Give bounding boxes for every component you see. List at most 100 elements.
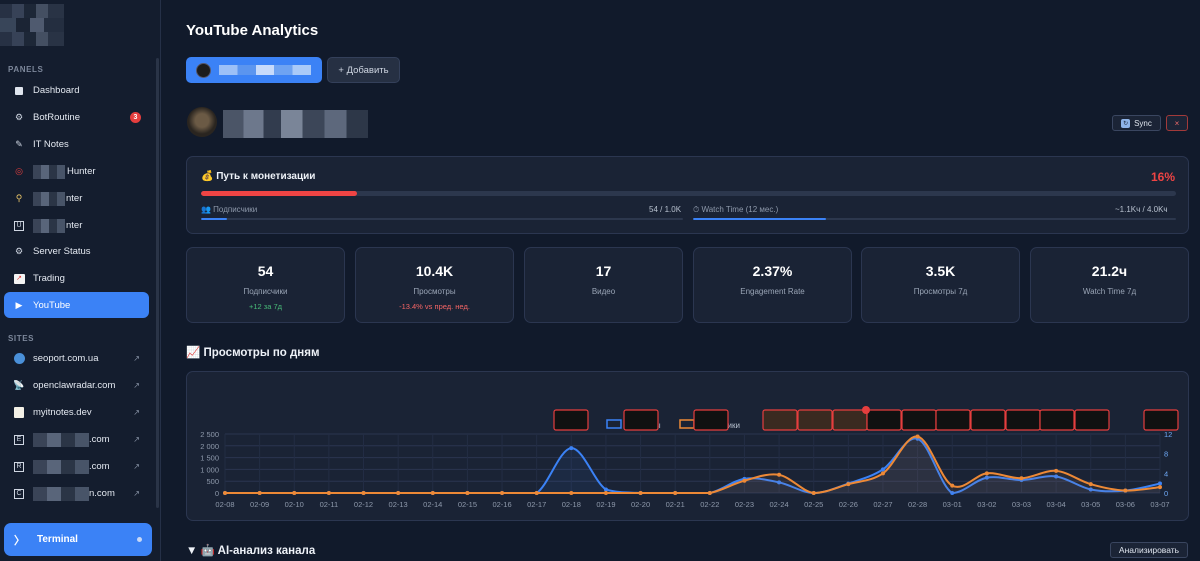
x-tick-label: 03-03 xyxy=(1012,500,1031,509)
add-channel-button[interactable]: + Добавить xyxy=(327,57,400,83)
sidebar-scrollbar[interactable] xyxy=(156,58,159,508)
channel-tab[interactable] xyxy=(186,57,322,83)
stat-label: Видео xyxy=(591,287,616,296)
channel-tab-avatar xyxy=(196,62,211,78)
site-item-myitnotes[interactable]: myitnotes.dev ↗ xyxy=(4,400,149,425)
watch-time-progress-fill xyxy=(693,218,826,220)
stat-value: 10.4K xyxy=(415,263,454,279)
watch-time-value: ~1.1Kч / 4.0Kч xyxy=(1115,205,1168,214)
sidebar-item-trading[interactable]: ↗ Trading xyxy=(4,266,149,291)
video-thumbnail-marker xyxy=(762,409,798,431)
channel-avatar xyxy=(187,107,217,137)
sidebar-item-label: Hunter xyxy=(67,166,96,177)
panels-section-label: PANELS xyxy=(8,65,44,74)
site-item-openclawradar[interactable]: 📡 openclawradar.com ↗ xyxy=(4,373,149,398)
target-icon: ◎ xyxy=(15,166,23,176)
data-point xyxy=(950,483,955,488)
site-label: n.com xyxy=(89,488,115,499)
redacted-channel-title xyxy=(223,110,368,138)
data-point xyxy=(1158,481,1162,486)
data-point xyxy=(1158,485,1162,490)
sidebar-item-dashboard[interactable]: Dashboard xyxy=(4,78,149,103)
wand-icon: ⚲ xyxy=(15,193,23,203)
x-tick-label: 02-23 xyxy=(735,500,754,509)
y-left-tick-label: 2 000 xyxy=(200,442,219,451)
external-link-icon[interactable]: ↗ xyxy=(133,435,140,444)
sidebar-item-server-status[interactable]: ⚙ Server Status xyxy=(4,239,149,264)
sidebar-item-hunter-3[interactable]: U nter xyxy=(4,213,149,238)
x-tick-label: 02-16 xyxy=(492,500,511,509)
x-tick-label: 02-28 xyxy=(908,500,927,509)
data-point xyxy=(915,434,920,439)
video-thumbnail-marker xyxy=(797,409,833,431)
video-thumbnail-marker xyxy=(1039,409,1075,431)
x-tick-label: 02-08 xyxy=(215,500,234,509)
external-link-icon[interactable]: ↗ xyxy=(133,381,140,390)
sidebar-item-botroutine[interactable]: ⚙ BotRoutine 3 xyxy=(4,105,149,130)
redacted-text xyxy=(33,459,89,474)
site-label: .com xyxy=(89,461,110,472)
x-tick-label: 03-02 xyxy=(977,500,996,509)
subscribers-series-line xyxy=(224,435,1161,495)
video-thumbnail-marker xyxy=(1143,409,1179,431)
legend-swatch xyxy=(679,419,695,429)
views-chart[interactable]: 0 500 1 000 1 500 2 000 2 500 0 4 8 12 02-08 02-09 0… xyxy=(187,372,1190,522)
x-tick-label: 02-11 xyxy=(320,500,339,509)
monetization-progress-track xyxy=(201,191,1176,196)
stat-card-watch-time-7d: 21.2ч Watch Time 7д xyxy=(1030,247,1189,323)
data-point xyxy=(846,482,851,487)
subs-value: 54 / 1.0K xyxy=(649,205,682,214)
y-right-tick-label: 12 xyxy=(1164,430,1172,439)
stat-label: Engagement Rate xyxy=(740,287,805,296)
data-point xyxy=(257,491,262,495)
close-button[interactable]: × xyxy=(1166,115,1188,131)
sidebar-item-hunter-2[interactable]: ⚲ nter xyxy=(4,186,149,211)
ai-analysis-title[interactable]: ▼ 🤖 AI-анализ канала xyxy=(186,545,316,557)
site-item-3[interactable]: C n.com ↗ xyxy=(4,481,149,506)
sidebar-item-label: nter xyxy=(66,220,83,231)
stat-value: 21.2ч xyxy=(1091,263,1128,279)
analyze-button[interactable]: Анализировать xyxy=(1110,542,1188,558)
sync-label: Sync xyxy=(1134,118,1152,128)
data-point xyxy=(569,446,574,451)
data-point xyxy=(603,491,608,495)
x-tick-label: 02-12 xyxy=(354,500,373,509)
data-point xyxy=(742,478,747,483)
data-point xyxy=(292,491,297,495)
x-tick-label: 02-09 xyxy=(250,500,269,509)
site-item-seoport[interactable]: seoport.com.ua ↗ xyxy=(4,346,149,371)
site-label: seoport.com.ua xyxy=(33,353,99,364)
sites-section-label: SITES xyxy=(8,334,35,343)
sidebar-item-label: nter xyxy=(66,193,83,204)
terminal-button[interactable]: 〉 Terminal xyxy=(4,523,152,556)
external-link-icon[interactable]: ↗ xyxy=(133,408,140,417)
sidebar-item-it-notes[interactable]: ✎ IT Notes xyxy=(4,132,149,157)
chart-up-icon: ↗ xyxy=(12,272,26,286)
external-link-icon[interactable]: ↗ xyxy=(133,354,140,363)
logo[interactable] xyxy=(0,4,64,46)
x-tick-label: 02-10 xyxy=(285,500,304,509)
notification-badge: 3 xyxy=(130,112,141,123)
data-point xyxy=(326,491,331,495)
legend-swatch xyxy=(606,419,622,429)
external-link-icon[interactable]: ↗ xyxy=(133,462,140,471)
video-thumbnail-marker xyxy=(832,409,868,431)
external-link-icon[interactable]: ↗ xyxy=(133,489,140,498)
x-tick-label: 02-27 xyxy=(873,500,892,509)
site-label: openclawradar.com xyxy=(33,380,116,391)
gear-icon: ⚙ xyxy=(14,246,24,256)
x-tick-label: 02-17 xyxy=(527,500,546,509)
site-item-1[interactable]: E .com ↗ xyxy=(4,427,149,452)
sidebar-item-hunter[interactable]: ◎ Hunter xyxy=(4,159,149,184)
site-item-2[interactable]: R .com ↗ xyxy=(4,454,149,479)
video-thumbnail-marker xyxy=(693,409,729,431)
video-thumbnail-marker xyxy=(1074,409,1110,431)
page-title: YouTube Analytics xyxy=(186,22,319,39)
sync-button[interactable]: ↻ Sync xyxy=(1112,115,1161,131)
sidebar-item-youtube[interactable]: ▶ YouTube xyxy=(4,292,149,318)
data-point xyxy=(638,491,643,495)
data-point xyxy=(500,491,505,495)
x-tick-label: 03-04 xyxy=(1047,500,1066,509)
data-point xyxy=(950,491,955,495)
stat-value: 17 xyxy=(595,263,612,279)
